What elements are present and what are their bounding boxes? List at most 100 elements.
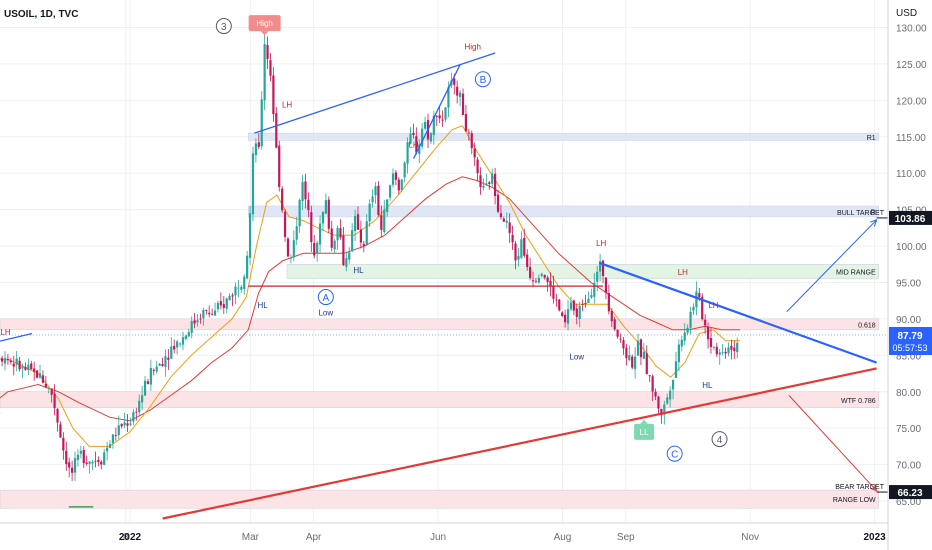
candle-body[interactable] [260, 99, 263, 147]
candle-body[interactable] [578, 305, 581, 320]
candle-body[interactable] [458, 92, 462, 97]
candle-body[interactable] [103, 452, 106, 465]
candle-body[interactable] [706, 326, 710, 340]
candle-body[interactable] [208, 312, 211, 315]
candle-body[interactable] [520, 239, 523, 258]
candle-body[interactable] [289, 257, 292, 259]
candle-body[interactable] [120, 424, 123, 427]
candle-body[interactable] [628, 355, 631, 361]
candle-body[interactable] [187, 332, 190, 337]
candle-body[interactable] [543, 275, 546, 278]
candle-body[interactable] [634, 356, 637, 369]
candle-body[interactable] [257, 142, 260, 147]
candle-body[interactable] [558, 299, 561, 311]
candle-body[interactable] [409, 133, 412, 144]
candle-body[interactable] [71, 467, 74, 473]
candle-body[interactable] [184, 335, 187, 340]
candle-body[interactable] [587, 298, 590, 303]
candle-body[interactable] [44, 383, 47, 387]
candle-body[interactable] [526, 254, 529, 268]
candle-body[interactable] [718, 352, 721, 355]
candle-body[interactable] [181, 337, 185, 345]
candle-body[interactable] [654, 391, 657, 397]
candle-body[interactable] [377, 185, 380, 215]
candle-body[interactable] [178, 343, 182, 345]
candle-body[interactable] [193, 320, 196, 324]
candle-body[interactable] [485, 183, 488, 185]
candle-body[interactable] [161, 363, 164, 366]
candles[interactable] [0, 34, 739, 482]
trendline-upper-wedge[interactable] [254, 52, 496, 134]
candle-body[interactable] [251, 153, 255, 215]
trendline-inner-rise[interactable] [412, 63, 462, 159]
candle-body[interactable] [295, 226, 298, 240]
candle-body[interactable] [689, 311, 692, 328]
candle-body[interactable] [18, 360, 21, 370]
candle-body[interactable] [674, 361, 678, 378]
candle-body[interactable] [488, 182, 491, 184]
candle-body[interactable] [176, 341, 179, 348]
candle-body[interactable] [631, 356, 634, 368]
candle-body[interactable] [336, 227, 339, 241]
candle-body[interactable] [211, 314, 214, 316]
candle-body[interactable] [441, 119, 444, 121]
candle-body[interactable] [491, 173, 494, 184]
candle-body[interactable] [348, 252, 351, 260]
candle-body[interactable] [701, 296, 704, 320]
candle-body[interactable] [537, 277, 540, 283]
candle-body[interactable] [138, 400, 141, 413]
candle-body[interactable] [30, 363, 33, 370]
candle-body[interactable] [724, 351, 727, 354]
candle-body[interactable] [444, 107, 447, 120]
candle-body[interactable] [27, 364, 30, 371]
candle-body[interactable] [275, 113, 278, 148]
candle-body[interactable] [141, 395, 144, 403]
candle-body[interactable] [476, 159, 479, 174]
candle-body[interactable] [286, 238, 290, 257]
candle-body[interactable] [695, 291, 698, 308]
candle-body[interactable] [324, 200, 328, 214]
candle-body[interactable] [114, 435, 117, 436]
candle-body[interactable] [496, 194, 500, 212]
candle-body[interactable] [499, 213, 503, 218]
candle-body[interactable] [35, 370, 39, 378]
candle-body[interactable] [106, 447, 109, 452]
candle-body[interactable] [619, 338, 622, 340]
candle-body[interactable] [412, 132, 415, 136]
trendline-top-left[interactable] [0, 332, 33, 348]
candle-body[interactable] [111, 434, 115, 444]
candle-body[interactable] [593, 282, 596, 297]
candle-body[interactable] [590, 295, 593, 298]
candle-body[interactable] [278, 145, 281, 188]
candle-body[interactable] [601, 260, 605, 276]
candle-body[interactable] [447, 87, 450, 108]
candle-body[interactable] [639, 339, 643, 358]
candle-body[interactable] [327, 199, 330, 229]
candle-body[interactable] [298, 199, 301, 227]
candle-body[interactable] [555, 299, 558, 301]
candle-body[interactable] [76, 454, 80, 460]
candle-body[interactable] [511, 235, 514, 243]
candle-body[interactable] [228, 295, 231, 301]
candle-body[interactable] [135, 411, 138, 413]
candle-body[interactable] [108, 444, 112, 448]
candle-body[interactable] [254, 143, 257, 156]
candle-body[interactable] [616, 329, 619, 337]
candle-body[interactable] [704, 319, 707, 326]
candle-body[interactable] [240, 286, 243, 290]
drawings[interactable]: BULL TARGET BEAR TARGET [0, 52, 888, 520]
candle-body[interactable] [0, 358, 4, 362]
candle-body[interactable] [53, 393, 56, 408]
candle-body[interactable] [715, 346, 718, 355]
candle-body[interactable] [79, 450, 82, 454]
candle-body[interactable] [237, 287, 240, 289]
candle-body[interactable] [529, 267, 532, 278]
candle-body[interactable] [316, 242, 319, 254]
candle-body[interactable] [362, 244, 365, 246]
bear-arrow[interactable] [788, 395, 878, 492]
candle-body[interactable] [566, 309, 570, 324]
candle-body[interactable] [461, 93, 465, 115]
candle-body[interactable] [155, 366, 158, 372]
candle-body[interactable] [552, 285, 555, 299]
